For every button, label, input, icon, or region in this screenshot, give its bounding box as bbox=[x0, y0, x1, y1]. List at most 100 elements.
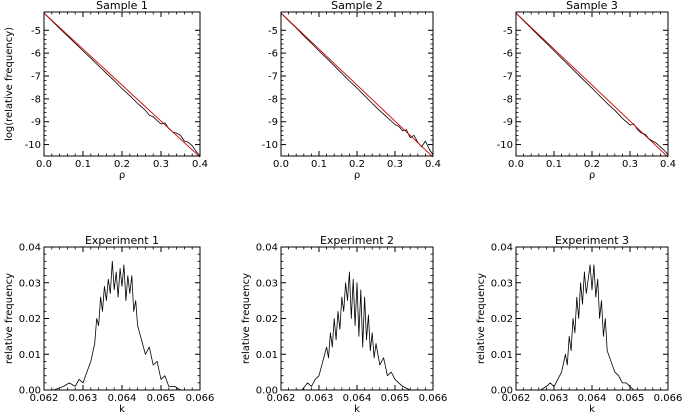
x-tick-label: 0.0 bbox=[508, 159, 524, 170]
y-tick-label: -7 bbox=[503, 72, 513, 83]
x-axis-label: ρ bbox=[119, 170, 125, 181]
x-tick-label: 0.062 bbox=[30, 393, 59, 404]
y-tick-label: -7 bbox=[31, 72, 41, 83]
y-tick-label: -5 bbox=[31, 26, 41, 37]
y-tick-label: -6 bbox=[268, 49, 278, 60]
y-tick-label: 0.03 bbox=[19, 278, 41, 289]
chart-panel-5: 0.062 0.063 0.064 0.065 0.066 0.00 0.01 0.02 0.0… bbox=[241, 234, 447, 414]
x-tick-label: 0.3 bbox=[387, 159, 403, 170]
chart-title: Experiment 1 bbox=[85, 234, 159, 247]
x-tick-label: 0.064 bbox=[108, 393, 137, 404]
y-axis-label: relative frequency bbox=[476, 273, 487, 364]
x-tick-label: 0.063 bbox=[305, 393, 334, 404]
x-tick-label: 0.066 bbox=[419, 393, 448, 404]
y-axis-label: log(relative frequency) bbox=[4, 27, 15, 141]
y-tick-label: 0.01 bbox=[491, 350, 513, 361]
x-tick-label: 0.062 bbox=[267, 393, 296, 404]
x-tick-label: 0.1 bbox=[311, 159, 327, 170]
x-tick-label: 0.065 bbox=[147, 393, 176, 404]
y-tick-label: -5 bbox=[268, 26, 278, 37]
y-tick-label: -10 bbox=[497, 140, 513, 151]
y-tick-label: 0.01 bbox=[256, 350, 278, 361]
y-tick-label: -6 bbox=[31, 49, 41, 60]
y-tick-label: 0.00 bbox=[19, 386, 41, 397]
series-line-4-1 bbox=[53, 260, 181, 391]
chart-title: Sample 2 bbox=[331, 0, 383, 12]
y-tick-label: -9 bbox=[268, 117, 278, 128]
x-tick-label: 0.0 bbox=[273, 159, 289, 170]
y-tick-label: 0.04 bbox=[491, 243, 513, 254]
y-tick-label: -7 bbox=[268, 72, 278, 83]
y-tick-label: -8 bbox=[268, 94, 278, 105]
x-tick-label: 0.063 bbox=[540, 393, 569, 404]
series-line-2-2 bbox=[280, 12, 434, 158]
y-axis-label: relative frequency bbox=[241, 273, 252, 364]
x-tick-label: 0.065 bbox=[381, 393, 410, 404]
y-tick-label: -10 bbox=[262, 140, 278, 151]
x-tick-label: 0.063 bbox=[69, 393, 98, 404]
series-line-1-1 bbox=[43, 12, 201, 157]
x-tick-label: 0.4 bbox=[192, 159, 208, 170]
y-tick-label: -9 bbox=[503, 117, 513, 128]
series-line-5-1 bbox=[301, 271, 411, 391]
chart-panel-6: 0.062 0.063 0.064 0.065 0.066 0.00 0.01 0.02 0.0… bbox=[476, 234, 682, 414]
x-tick-label: 0.3 bbox=[153, 159, 169, 170]
x-tick-label: 0.2 bbox=[349, 159, 365, 170]
x-axis-label: ρ bbox=[589, 170, 595, 181]
y-tick-label: -9 bbox=[31, 117, 41, 128]
series-line-2-1 bbox=[280, 12, 434, 156]
series-line-3-2 bbox=[515, 12, 669, 158]
y-tick-label: 0.00 bbox=[491, 386, 513, 397]
chart-title: Experiment 3 bbox=[555, 234, 629, 247]
chart-title: Sample 3 bbox=[566, 0, 618, 12]
plot-frame bbox=[280, 11, 434, 157]
chart-panel-3: 0.0 0.1 0.2 0.3 0.4 -5 -6 -7 -8 -9 -10 Sample 3 ρ bbox=[497, 0, 676, 181]
series-line-1-2 bbox=[43, 12, 201, 158]
y-tick-label: -8 bbox=[31, 94, 41, 105]
y-tick-label: 0.03 bbox=[491, 278, 513, 289]
y-tick-label: 0.02 bbox=[491, 314, 513, 325]
y-tick-label: -10 bbox=[25, 140, 41, 151]
x-tick-label: 0.2 bbox=[584, 159, 600, 170]
y-axis-label: relative frequency bbox=[4, 273, 15, 364]
x-tick-label: 0.062 bbox=[502, 393, 531, 404]
y-tick-label: 0.01 bbox=[19, 350, 41, 361]
x-tick-label: 0.066 bbox=[186, 393, 215, 404]
y-tick-label: 0.03 bbox=[256, 278, 278, 289]
y-tick-label: -5 bbox=[503, 26, 513, 37]
chart-panel-2: 0.0 0.1 0.2 0.3 0.4 -5 -6 -7 -8 -9 -10 Sample 2 ρ bbox=[262, 0, 441, 181]
chart-title: Experiment 2 bbox=[320, 234, 394, 247]
x-tick-label: 0.4 bbox=[425, 159, 441, 170]
x-axis-label: k bbox=[354, 404, 360, 414]
x-tick-label: 0.2 bbox=[114, 159, 130, 170]
plot-frame bbox=[515, 246, 669, 391]
x-tick-label: 0.4 bbox=[660, 159, 676, 170]
y-tick-label: -6 bbox=[503, 49, 513, 60]
y-tick-label: -8 bbox=[503, 94, 513, 105]
y-tick-label: 0.04 bbox=[256, 243, 278, 254]
series-line-6-1 bbox=[540, 264, 642, 391]
chart-panel-1: 0.0 0.1 0.2 0.3 0.4 -5 -6 -7 -8 -9 -10 Sample 1 ρ log… bbox=[4, 0, 208, 181]
x-axis-label: ρ bbox=[354, 170, 360, 181]
x-tick-label: 0.064 bbox=[343, 393, 372, 404]
chart-panel-4: 0.062 0.063 0.064 0.065 0.066 0.00 0.01 0.02 0.0… bbox=[4, 234, 214, 414]
x-tick-label: 0.065 bbox=[616, 393, 645, 404]
plot-frame bbox=[43, 11, 201, 157]
x-tick-label: 0.3 bbox=[622, 159, 638, 170]
y-tick-label: 0.02 bbox=[19, 314, 41, 325]
x-tick-label: 0.066 bbox=[654, 393, 683, 404]
series-line-3-1 bbox=[515, 12, 669, 156]
y-tick-label: 0.02 bbox=[256, 314, 278, 325]
x-axis-label: k bbox=[589, 404, 595, 414]
y-tick-label: 0.04 bbox=[19, 243, 41, 254]
x-tick-label: 0.064 bbox=[578, 393, 607, 404]
plot-frame bbox=[280, 246, 434, 391]
x-tick-label: 0.1 bbox=[75, 159, 91, 170]
x-tick-label: 0.1 bbox=[546, 159, 562, 170]
x-axis-label: k bbox=[119, 404, 125, 414]
plot-frame bbox=[43, 246, 201, 391]
y-tick-label: 0.00 bbox=[256, 386, 278, 397]
chart-title: Sample 1 bbox=[96, 0, 148, 12]
x-tick-label: 0.0 bbox=[36, 159, 52, 170]
